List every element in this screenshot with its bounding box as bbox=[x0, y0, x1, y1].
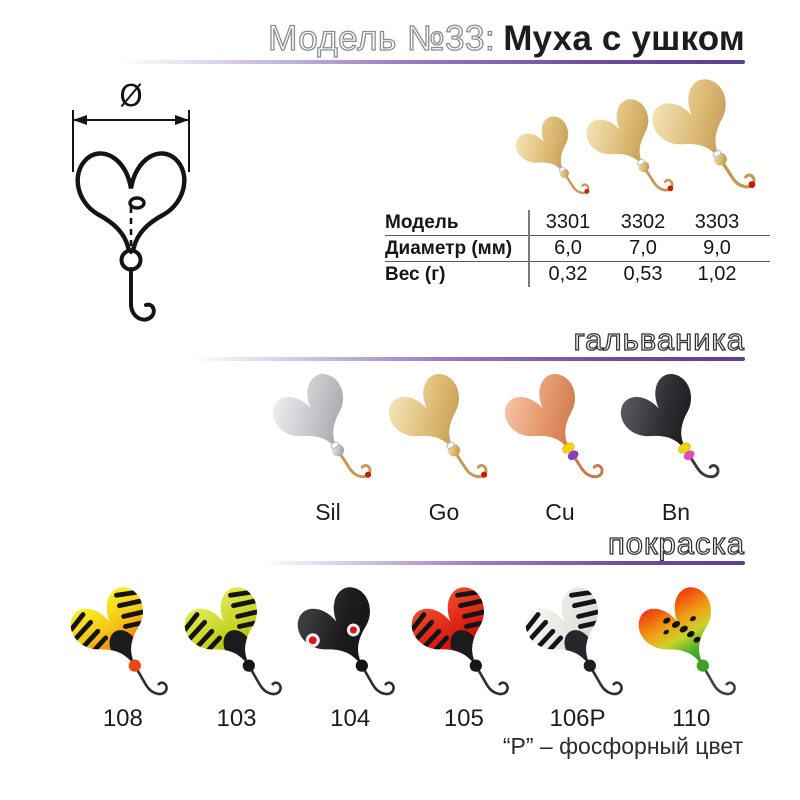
lure-label: 105 bbox=[443, 705, 484, 732]
galvanic-lures-row: Sil Go bbox=[266, 367, 734, 526]
lure-label: Cu bbox=[545, 499, 575, 525]
diameter-symbol: Ø bbox=[119, 79, 143, 114]
lure-label: 106P bbox=[549, 705, 606, 732]
section-title-galvanic: гальваника bbox=[573, 321, 745, 357]
lure-item-104: 104 bbox=[291, 580, 407, 733]
photo-model-3303 bbox=[645, 72, 758, 194]
lure-item-cu: Cu bbox=[498, 367, 618, 526]
page-title-model-name: Муха с ушком bbox=[503, 19, 745, 58]
paint-divider bbox=[260, 561, 745, 565]
lure-item-bn: Bn bbox=[614, 367, 734, 526]
lure-label: 108 bbox=[102, 705, 143, 732]
pink-bead bbox=[683, 450, 695, 461]
cell: 0,53 bbox=[623, 263, 663, 285]
eyelet-detail bbox=[128, 196, 146, 210]
lure-item-go: Go bbox=[382, 367, 502, 526]
lure-label: 103 bbox=[216, 705, 257, 732]
lure-label: Go bbox=[428, 499, 460, 525]
hook-outline bbox=[129, 267, 156, 322]
lure-item-105: 105 bbox=[404, 580, 521, 733]
lure-item-106p: 106P bbox=[518, 580, 635, 733]
purple-bead bbox=[567, 450, 579, 461]
cell: 3303 bbox=[694, 211, 740, 233]
cell: 7,0 bbox=[629, 237, 657, 259]
header-divider bbox=[120, 60, 745, 64]
lure-label: Sil bbox=[315, 499, 341, 525]
table-row: Вес (г) 0,32 0,53 1,02 bbox=[385, 262, 770, 287]
section-title-paint: покраска bbox=[607, 525, 745, 561]
phosphor-footnote: “P” – фосфорный цвет bbox=[502, 733, 743, 759]
lure-103-image bbox=[193, 580, 284, 700]
table-row: Модель 3301 3302 3303 bbox=[385, 210, 770, 235]
lure-go-image bbox=[382, 367, 490, 484]
lure-label: 110 bbox=[672, 705, 711, 732]
lure-label: 104 bbox=[330, 705, 371, 732]
lure-item-sil: Sil bbox=[266, 367, 386, 526]
lure-item-110: 110 bbox=[632, 580, 748, 733]
red-bead bbox=[748, 181, 756, 189]
lure-106p-image bbox=[518, 580, 625, 700]
cell: 3302 bbox=[620, 211, 666, 233]
spec-table: Модель 3301 3302 3303 Диаметр (мм) 6,0 7… bbox=[385, 210, 770, 287]
page-title-model-number: Модель №33: bbox=[267, 19, 496, 59]
lure-104-image bbox=[291, 580, 398, 700]
photo-model-3301 bbox=[510, 111, 592, 198]
galvanic-divider bbox=[190, 357, 745, 361]
red-bead bbox=[584, 188, 590, 194]
cell: 1,02 bbox=[697, 263, 737, 285]
lure-sil-image bbox=[266, 367, 374, 484]
lure-item-108: 108 bbox=[63, 580, 180, 733]
cell: 0,32 bbox=[548, 263, 588, 285]
row-label: Вес (г) bbox=[385, 263, 446, 285]
lure-cu-image bbox=[498, 367, 606, 484]
lure-label: Bn bbox=[661, 499, 691, 525]
red-bead bbox=[667, 185, 674, 192]
cell: 9,0 bbox=[703, 237, 731, 259]
painted-lures-row: 108 103 bbox=[63, 580, 748, 733]
lure-technical-drawing: Ø bbox=[72, 79, 190, 322]
table-row: Диаметр (мм) 6,0 7,0 9,0 bbox=[385, 235, 770, 262]
lure-item-103: 103 bbox=[180, 580, 294, 733]
lure-outline bbox=[78, 153, 185, 322]
cell: 6,0 bbox=[554, 237, 582, 259]
diameter-dimension-lines bbox=[72, 110, 190, 172]
row-label: Диаметр (мм) bbox=[385, 237, 513, 259]
table-divider bbox=[528, 210, 530, 287]
black-spots bbox=[663, 616, 701, 643]
cell: 3301 bbox=[545, 211, 591, 233]
photo-model-3302 bbox=[580, 93, 676, 196]
lure-bn-image bbox=[614, 367, 722, 484]
lure-108-image bbox=[63, 580, 170, 700]
lure-110-image bbox=[632, 580, 739, 700]
lure-105-image bbox=[404, 580, 511, 700]
row-label: Модель bbox=[385, 211, 459, 233]
page-title: Модель №33: Муха с ушком bbox=[267, 19, 745, 59]
